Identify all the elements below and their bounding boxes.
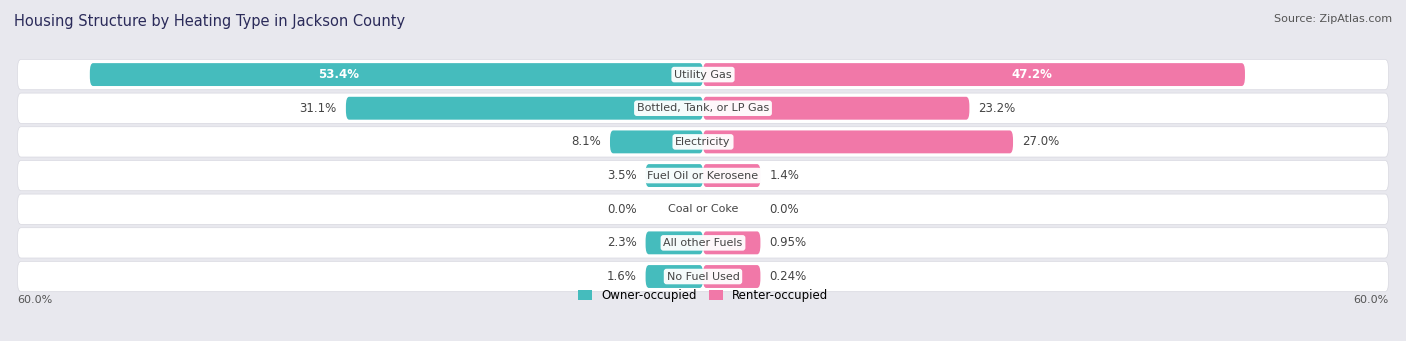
Text: Utility Gas: Utility Gas xyxy=(675,70,731,79)
FancyBboxPatch shape xyxy=(703,131,1012,153)
FancyBboxPatch shape xyxy=(645,232,703,254)
FancyBboxPatch shape xyxy=(610,131,703,153)
FancyBboxPatch shape xyxy=(645,265,703,288)
FancyBboxPatch shape xyxy=(17,127,1389,157)
Text: 31.1%: 31.1% xyxy=(299,102,336,115)
Text: Bottled, Tank, or LP Gas: Bottled, Tank, or LP Gas xyxy=(637,103,769,113)
FancyBboxPatch shape xyxy=(17,59,1389,90)
Text: 1.6%: 1.6% xyxy=(606,270,637,283)
Text: No Fuel Used: No Fuel Used xyxy=(666,271,740,282)
Text: Fuel Oil or Kerosene: Fuel Oil or Kerosene xyxy=(647,170,759,180)
Text: 2.3%: 2.3% xyxy=(606,236,637,249)
FancyBboxPatch shape xyxy=(703,63,1244,86)
FancyBboxPatch shape xyxy=(703,164,761,187)
FancyBboxPatch shape xyxy=(703,265,761,288)
Text: 8.1%: 8.1% xyxy=(571,135,600,148)
Text: 60.0%: 60.0% xyxy=(1353,295,1389,305)
Legend: Owner-occupied, Renter-occupied: Owner-occupied, Renter-occupied xyxy=(572,285,834,307)
FancyBboxPatch shape xyxy=(703,97,969,120)
Text: All other Fuels: All other Fuels xyxy=(664,238,742,248)
FancyBboxPatch shape xyxy=(17,228,1389,258)
FancyBboxPatch shape xyxy=(17,261,1389,292)
Text: 23.2%: 23.2% xyxy=(979,102,1015,115)
Text: Coal or Coke: Coal or Coke xyxy=(668,204,738,214)
FancyBboxPatch shape xyxy=(17,160,1389,191)
FancyBboxPatch shape xyxy=(17,194,1389,224)
Text: 0.0%: 0.0% xyxy=(769,203,799,216)
FancyBboxPatch shape xyxy=(346,97,703,120)
FancyBboxPatch shape xyxy=(17,93,1389,123)
Text: 53.4%: 53.4% xyxy=(319,68,360,81)
Text: Housing Structure by Heating Type in Jackson County: Housing Structure by Heating Type in Jac… xyxy=(14,14,405,29)
Text: 47.2%: 47.2% xyxy=(1011,68,1052,81)
Text: 0.95%: 0.95% xyxy=(769,236,807,249)
Text: 27.0%: 27.0% xyxy=(1022,135,1060,148)
Text: 1.4%: 1.4% xyxy=(769,169,800,182)
Text: 0.0%: 0.0% xyxy=(607,203,637,216)
Text: 0.24%: 0.24% xyxy=(769,270,807,283)
Text: Electricity: Electricity xyxy=(675,137,731,147)
FancyBboxPatch shape xyxy=(90,63,703,86)
FancyBboxPatch shape xyxy=(645,164,703,187)
FancyBboxPatch shape xyxy=(703,232,761,254)
Text: 3.5%: 3.5% xyxy=(607,169,637,182)
Text: Source: ZipAtlas.com: Source: ZipAtlas.com xyxy=(1274,14,1392,24)
Text: 60.0%: 60.0% xyxy=(17,295,53,305)
